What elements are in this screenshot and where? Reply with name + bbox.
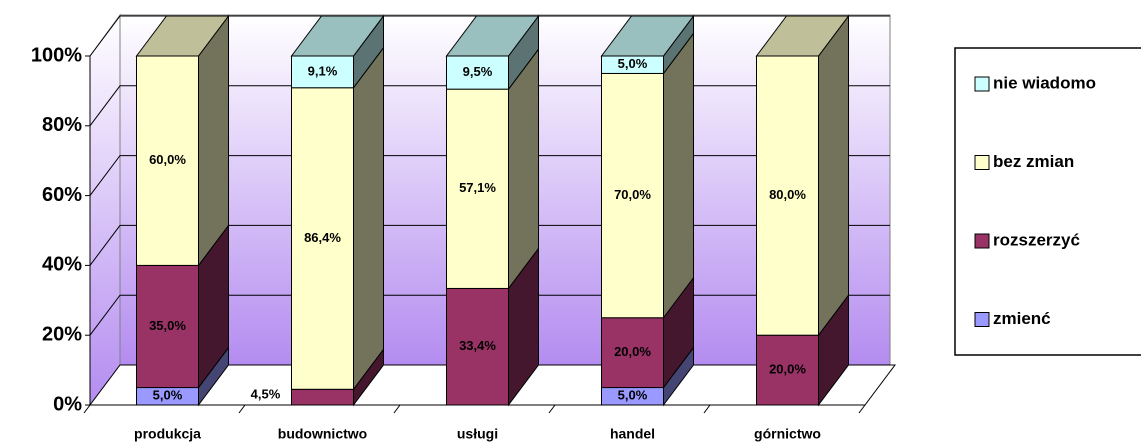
bar-segment: [601, 317, 664, 389]
x-tick: [858, 404, 866, 414]
x-tick-label: usługi: [457, 426, 498, 442]
value-label: 60,0%: [149, 152, 186, 167]
value-label: 33,4%: [459, 338, 496, 353]
bar-side: [198, 14, 229, 267]
bar-top: [600, 15, 695, 57]
value-label: 70,0%: [614, 187, 651, 202]
bar-segment: [446, 88, 509, 289]
left-wall: [89, 13, 121, 407]
x-tick: [238, 404, 246, 414]
bar-segment: [291, 388, 354, 406]
bar-segment: [136, 264, 199, 389]
value-label: 5,0%: [618, 388, 648, 403]
value-label: 35,0%: [149, 318, 186, 333]
legend-swatch: [974, 233, 990, 249]
legend-label: nie wiadomo: [993, 73, 1096, 92]
value-label: 86,4%: [304, 230, 341, 245]
x-tick-label: górnictwo: [754, 426, 821, 442]
y-tick-label: 0%: [53, 393, 82, 415]
legend-label: bez zmian: [993, 152, 1074, 171]
value-label: 9,1%: [308, 63, 338, 78]
x-tick: [548, 404, 556, 414]
y-tick-label: 60%: [42, 184, 82, 206]
bar-side: [353, 46, 384, 391]
x-tick-label: produkcja: [134, 426, 201, 442]
bar-segment: [136, 55, 199, 266]
bar-top: [755, 15, 850, 57]
value-label: 57,1%: [459, 180, 496, 195]
x-tick: [703, 404, 711, 414]
bar-segment: [446, 287, 509, 406]
legend-label: rozszerzyć: [993, 230, 1080, 249]
y-tick-label: 20%: [42, 323, 82, 345]
bar-top: [290, 15, 385, 57]
bar-segment: [601, 72, 664, 319]
legend-swatch: [974, 312, 990, 327]
value-label: 20,0%: [769, 362, 806, 377]
x-tick-label: handel: [610, 426, 655, 442]
bar-segment: [291, 87, 354, 390]
value-label: 5,0%: [153, 388, 183, 403]
bar-side: [508, 47, 539, 290]
bar-top: [135, 15, 230, 57]
bar-side: [663, 31, 694, 320]
bar-top: [445, 15, 540, 57]
value-label: 80,0%: [769, 187, 806, 202]
legend-swatch: [974, 155, 990, 170]
y-tick-label: 40%: [42, 254, 82, 276]
y-tick-label: 80%: [42, 114, 82, 136]
value-label: 9,5%: [463, 64, 493, 79]
legend-swatch: [974, 76, 990, 92]
value-label: 4,5%: [251, 386, 281, 401]
legend-label: zmienć: [993, 309, 1051, 328]
bar-side: [818, 14, 849, 337]
y-tick-label: 100%: [31, 44, 82, 66]
value-label: 20,0%: [614, 344, 651, 359]
value-label: 5,0%: [618, 56, 648, 71]
x-tick-label: budownictwo: [278, 426, 367, 442]
bar-segment: [446, 55, 509, 90]
legend: [954, 47, 1141, 356]
x-tick: [393, 404, 401, 414]
x-tick: [83, 404, 91, 414]
